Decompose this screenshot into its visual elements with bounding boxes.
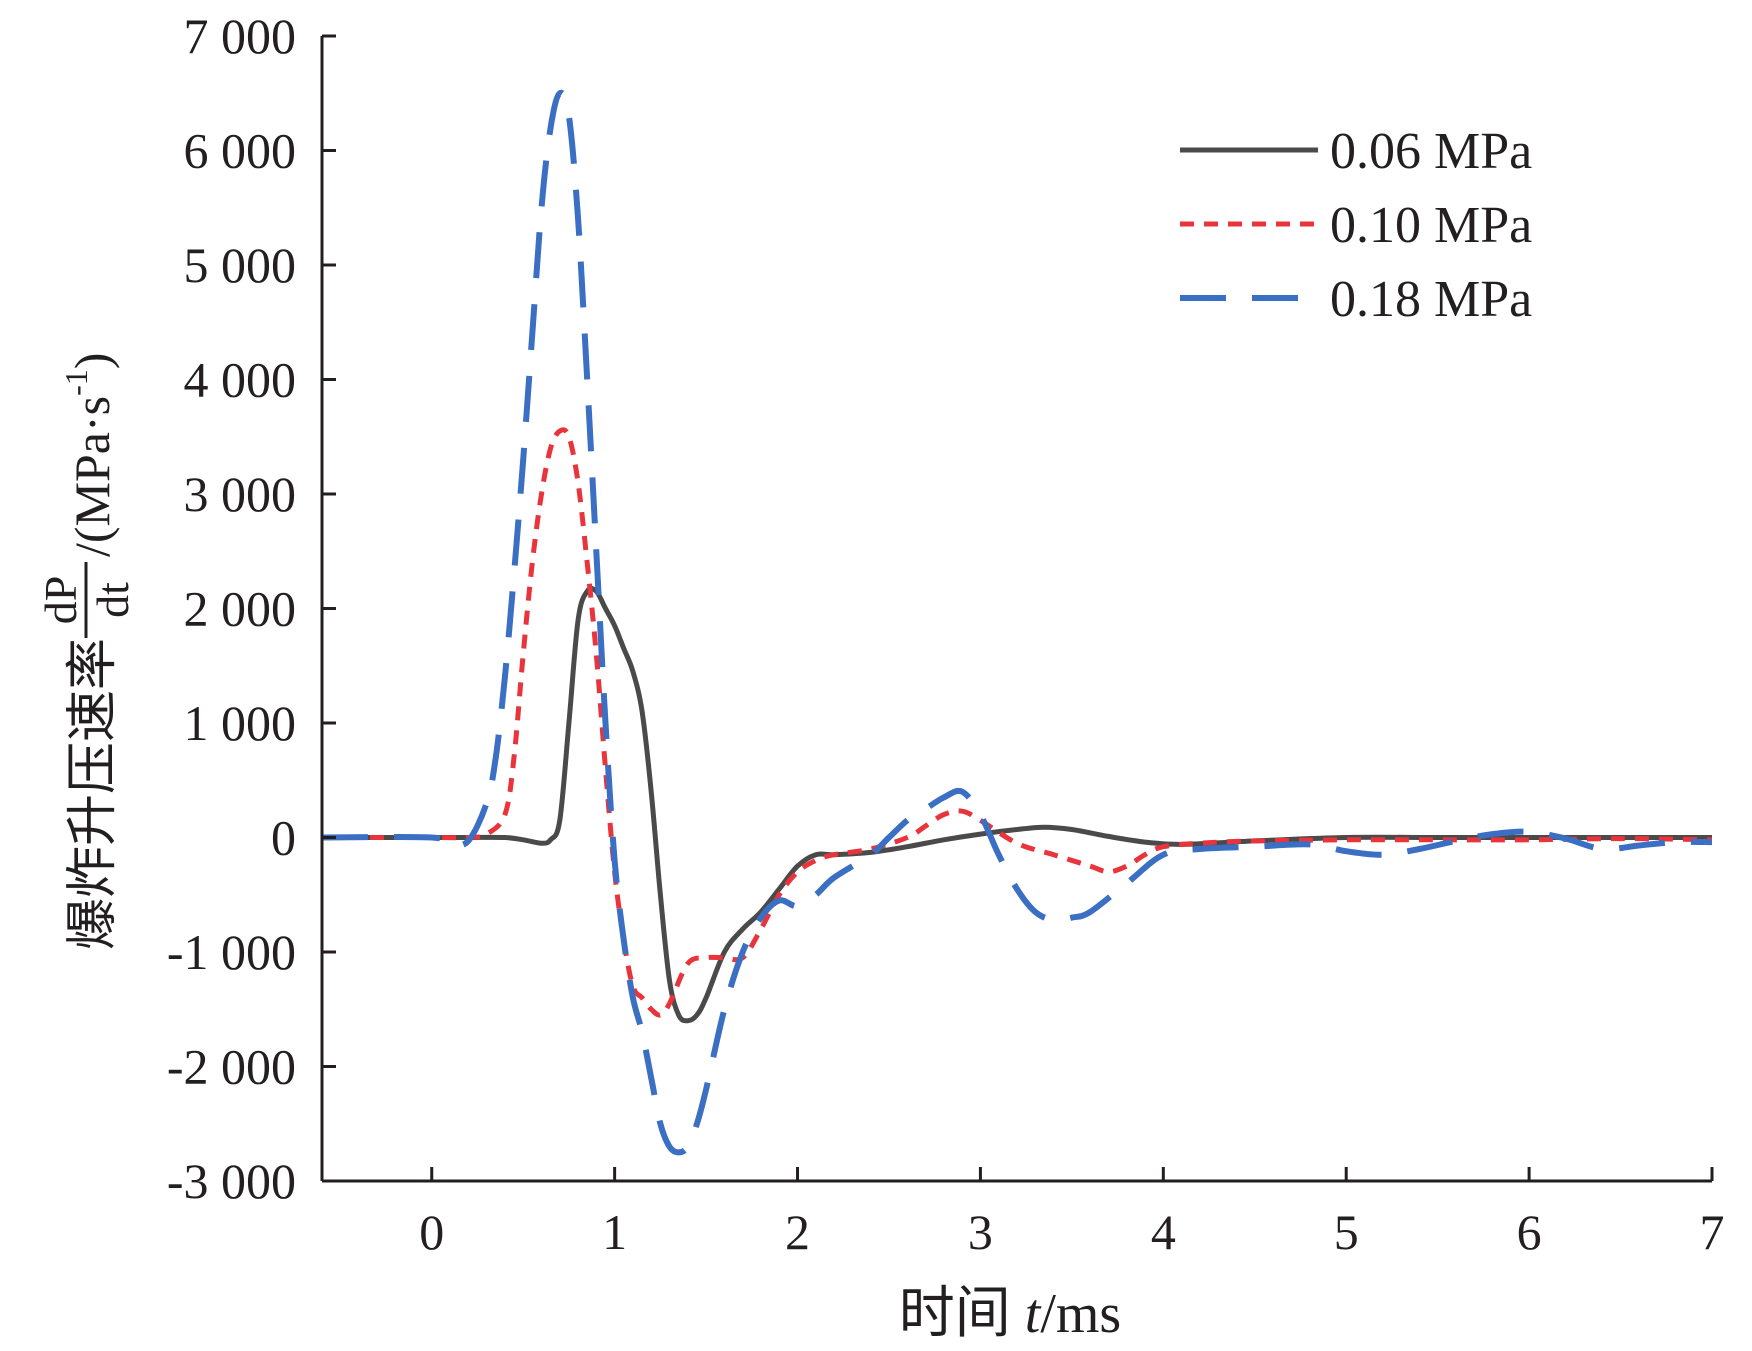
y-axis-title-unit-exponent: -1 bbox=[58, 369, 94, 396]
y-tick-label: -2 000 bbox=[167, 1039, 296, 1095]
x-tick-label: 2 bbox=[785, 1204, 810, 1260]
x-tick-label: 0 bbox=[419, 1204, 444, 1260]
y-axis: -3 000 -2 000 -1 000 0 1 000 2 000 3 000 4 000 5… bbox=[167, 8, 336, 1209]
x-axis-title-variable: t bbox=[1025, 1283, 1042, 1345]
x-tick-label: 3 bbox=[968, 1204, 993, 1260]
x-ticks: 0 1 2 3 4 5 6 7 bbox=[419, 1167, 1725, 1260]
x-tick-label: 1 bbox=[602, 1204, 627, 1260]
y-axis-title: 爆炸升压速率 dP dt /(MPa·s-1) bbox=[35, 353, 138, 950]
y-tick-label: 3 000 bbox=[184, 466, 297, 522]
legend-label-0-18-mpa: 0.18 MPa bbox=[1330, 271, 1532, 328]
y-tick-label: 2 000 bbox=[184, 581, 297, 637]
x-tick-label: 6 bbox=[1517, 1204, 1542, 1260]
y-ticks: -3 000 -2 000 -1 000 0 1 000 2 000 3 000 4 000 5… bbox=[167, 8, 336, 1209]
series-line-0-18-mpa bbox=[321, 89, 1713, 1156]
legend-label-0-06-mpa: 0.06 MPa bbox=[1330, 123, 1532, 180]
legend-label-0-10-mpa: 0.10 MPa bbox=[1330, 197, 1532, 254]
y-tick-label: -1 000 bbox=[167, 924, 296, 980]
y-tick-label: 4 000 bbox=[184, 352, 297, 408]
y-axis-title-prefix: 爆炸升压速率 bbox=[65, 638, 122, 950]
y-axis-title-unit-close: ) bbox=[64, 353, 120, 370]
y-axis-title-denominator: dt bbox=[87, 582, 138, 618]
y-tick-label: 0 bbox=[271, 810, 296, 866]
x-axis-title: 时间 t/ms bbox=[899, 1283, 1121, 1345]
y-tick-label: 7 000 bbox=[184, 8, 297, 64]
series-layer bbox=[321, 89, 1713, 1156]
x-tick-label: 5 bbox=[1334, 1204, 1359, 1260]
y-axis-title-numerator: dP bbox=[35, 576, 86, 625]
x-tick-label: 4 bbox=[1151, 1204, 1176, 1260]
y-tick-label: 1 000 bbox=[184, 695, 297, 751]
y-tick-label: -3 000 bbox=[167, 1153, 296, 1209]
y-axis-title-unit: /(MPa·s-1) bbox=[58, 353, 120, 557]
x-tick-label: 7 bbox=[1700, 1204, 1725, 1260]
x-axis: 0 1 2 3 4 5 6 7 bbox=[322, 1167, 1725, 1260]
x-axis-title-unit: /ms bbox=[1040, 1283, 1121, 1345]
y-tick-label: 6 000 bbox=[184, 123, 297, 179]
series-line-0-06-mpa bbox=[321, 585, 1712, 1024]
x-axis-title-prefix: 时间 bbox=[899, 1283, 1025, 1345]
y-axis-title-unit-main: /(MPa·s bbox=[64, 396, 120, 557]
series-line-0-10-mpa bbox=[321, 427, 1713, 1018]
legend: 0.06 MPa 0.10 MPa 0.18 MPa bbox=[1180, 123, 1532, 328]
y-tick-label: 5 000 bbox=[184, 237, 297, 293]
